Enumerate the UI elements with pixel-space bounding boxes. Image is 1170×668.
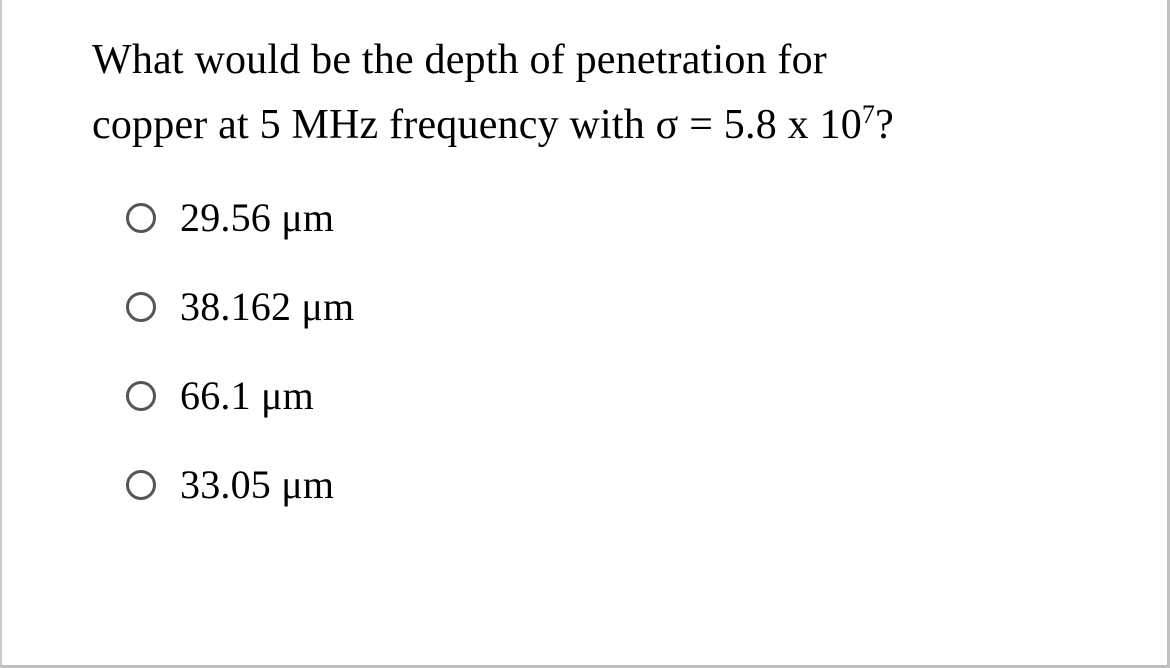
radio-icon[interactable] xyxy=(126,292,156,322)
option-label: 29.56 μm xyxy=(180,194,334,241)
option-row[interactable]: 29.56 μm xyxy=(126,194,1087,241)
option-label: 38.162 μm xyxy=(180,283,354,330)
option-row[interactable]: 66.1 μm xyxy=(126,372,1087,419)
options-list: 29.56 μm 38.162 μm 66.1 μm 33.05 μm xyxy=(92,194,1087,508)
question-card: What would be the depth of penetration f… xyxy=(0,0,1170,668)
question-text: What would be the depth of penetration f… xyxy=(92,28,1087,158)
option-label: 33.05 μm xyxy=(180,461,334,508)
radio-icon[interactable] xyxy=(126,203,156,233)
option-row[interactable]: 33.05 μm xyxy=(126,461,1087,508)
option-row[interactable]: 38.162 μm xyxy=(126,283,1087,330)
option-label: 66.1 μm xyxy=(180,372,314,419)
question-line2-prefix: copper at 5 MHz frequency with σ = 5.8 x… xyxy=(92,102,862,148)
radio-icon[interactable] xyxy=(126,381,156,411)
question-line1: What would be the depth of penetration f… xyxy=(92,37,827,83)
question-exponent: 7 xyxy=(862,100,875,129)
question-line2-suffix: ? xyxy=(875,102,894,148)
radio-icon[interactable] xyxy=(126,470,156,500)
